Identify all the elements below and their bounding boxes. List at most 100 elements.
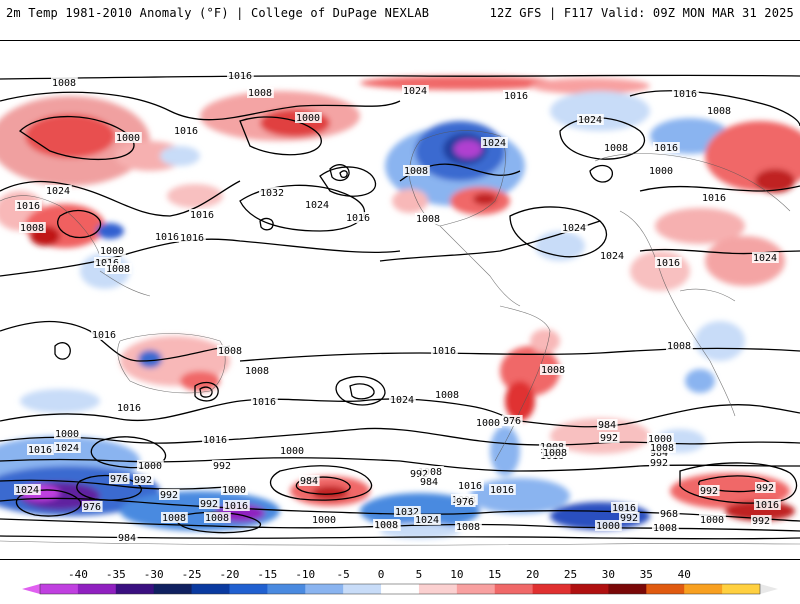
isobar-label: 1016	[252, 397, 276, 408]
isobar-label-bg	[655, 257, 682, 268]
isobar-label: 1000	[700, 515, 724, 526]
isobar-label: 1016	[92, 330, 116, 341]
isobar-label: 1016	[656, 258, 680, 269]
isobar-label-bg	[647, 433, 674, 444]
isobar-label: 1016	[28, 445, 52, 456]
isobar-label: 1008	[650, 443, 674, 454]
isobar-label-bg	[457, 480, 484, 491]
colorbar-tick-label: -10	[295, 568, 315, 581]
isobar-label: 1008	[20, 223, 44, 234]
colorbar-swatch	[608, 584, 647, 594]
isobar-label: 1008	[218, 346, 242, 357]
isobar-label-bg	[666, 340, 693, 351]
isobar-label: 1008	[604, 143, 628, 154]
isobar-label: 1000	[138, 461, 162, 472]
isobar-label: 992	[756, 483, 774, 494]
isobar-label-bg	[221, 484, 248, 495]
isobar-label-bg	[279, 445, 306, 456]
isobar-label-bg	[304, 199, 331, 210]
model-run-label: 12Z GFS | F117 Valid: 09Z MON MAR 31 202…	[489, 6, 794, 20]
colorbar: -40 -35 -30 -25 -20 -15 -10 -5 0 5 10 15 20 25 30 35 40	[0, 562, 800, 600]
colorbar-tick-label: -20	[220, 568, 240, 581]
isobar-label: 992	[160, 490, 178, 501]
isobar-label: 1008	[404, 166, 428, 177]
isobar-label: 1008	[248, 88, 272, 99]
isobar-label-bg	[649, 442, 676, 453]
colorbar-outline	[39, 583, 761, 595]
isobar-label-bg	[109, 473, 130, 484]
isobar-label-bg	[419, 476, 440, 487]
colorbar-tick-label: -15	[257, 568, 277, 581]
isobar-label: 1016	[203, 435, 227, 446]
isobar-label: 1024	[55, 443, 79, 454]
isobar-label: 992	[700, 486, 718, 497]
isobar-label: 1024	[390, 395, 414, 406]
isobar-label-bg	[475, 417, 502, 428]
colorbar-high-arrow	[760, 584, 778, 594]
isobar-label: 1016	[174, 126, 198, 137]
map-panel[interactable]: 1008 1016 1008 1024 1016 1000 1016 1000 1024 1016…	[0, 40, 800, 560]
isobar-label: 1008	[205, 513, 229, 524]
colorbar-swatch	[229, 584, 268, 594]
isobar-label: 992	[134, 475, 152, 486]
isobar-label-bg	[595, 520, 622, 531]
isobar-label: 1008	[541, 365, 565, 376]
colorbar-swatch	[267, 584, 306, 594]
isobar-label-bg	[414, 514, 441, 525]
isobar-label: 984	[650, 448, 668, 459]
isobar-label: 976	[83, 502, 101, 513]
isobar-label: 1024	[15, 485, 39, 496]
isobar-label-bg	[189, 209, 216, 220]
isobar-label: 1024	[46, 186, 70, 197]
isobar-label: 992	[600, 433, 618, 444]
isobar-label-bg	[539, 441, 566, 452]
colorbar-swatch	[532, 584, 572, 594]
isobar-label: 992	[752, 516, 770, 527]
isobar-label-bg	[137, 460, 164, 471]
isobar-label-bg	[542, 447, 569, 458]
isobar-label-bg	[159, 489, 180, 500]
isobar-label-bg	[204, 512, 231, 523]
isobar-label-bg	[19, 222, 46, 233]
isobar-label: 984	[118, 533, 136, 544]
isobar-label-bg	[311, 514, 338, 525]
isobar-label: 1016	[673, 89, 697, 100]
isobar-label: 1024	[753, 253, 777, 264]
colorbar-swatch	[494, 584, 534, 594]
isobar-label-bg	[54, 442, 81, 453]
isobar-label: 1000	[296, 113, 320, 124]
isobar-label-bg	[434, 389, 461, 400]
colorbar-low-arrow	[22, 584, 40, 594]
isobar-label: 992	[200, 499, 218, 510]
isobar-label-bg	[115, 132, 142, 143]
isobar-label-bg	[599, 250, 626, 261]
isobar-label-bg	[699, 514, 726, 525]
isobar-label-bg	[227, 70, 254, 81]
isobar-label-bg	[299, 475, 320, 486]
isobar-label-bg	[752, 252, 779, 263]
isobar-label-bg	[45, 185, 72, 196]
map-title: 2m Temp 1981-2010 Anomaly (°F) | College…	[6, 6, 430, 20]
isobar-label: 1024	[562, 223, 586, 234]
isobar-label-bg	[117, 532, 138, 543]
isobar-label-bg	[154, 231, 181, 242]
colorbar-swatch	[153, 584, 193, 594]
isobar-label: 1000	[100, 246, 124, 257]
isobar-label: 976	[110, 474, 128, 485]
colorbar-swatch	[456, 584, 496, 594]
isobar-label-bg	[659, 508, 680, 519]
isobar-label-bg	[27, 444, 54, 455]
isobar-label: 1000	[222, 485, 246, 496]
isobar-label: 1000	[476, 418, 500, 429]
isobar-label: 1000	[596, 521, 620, 532]
isobar-label: 968	[660, 509, 678, 520]
isobar-label-bg	[652, 522, 679, 533]
isobar-label-bg	[179, 232, 206, 243]
isobar-label-bg	[161, 512, 188, 523]
isobar-label-bg	[561, 222, 588, 233]
colorbar-tick-label: 30	[602, 568, 615, 581]
isobar-label-bg	[409, 468, 430, 479]
colorbar-tick-label: -35	[106, 568, 126, 581]
isobar-label: 976	[503, 416, 521, 427]
